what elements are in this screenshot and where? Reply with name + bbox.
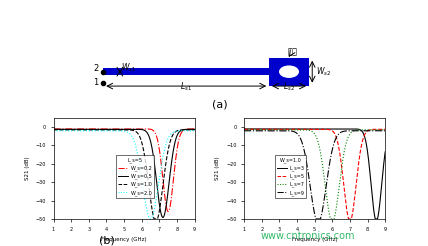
Text: $L_{s2}$: $L_{s2}$ — [283, 81, 295, 93]
Text: (a): (a) — [211, 100, 227, 110]
Text: $W_{s1}$: $W_{s1}$ — [122, 62, 137, 74]
FancyBboxPatch shape — [103, 68, 269, 75]
X-axis label: Frequency (GHz): Frequency (GHz) — [292, 237, 337, 242]
Text: (b): (b) — [99, 235, 115, 246]
X-axis label: Frequency (GHz): Frequency (GHz) — [101, 237, 147, 242]
Legend: L_s=3, L_s=5, L_s=7, L_s=9: L_s=3, L_s=5, L_s=7, L_s=9 — [275, 155, 306, 198]
Legend: W_s=0.2, W_s=0.5, W_s=1.0, W_s=2.0: W_s=0.2, W_s=0.5, W_s=1.0, W_s=2.0 — [116, 155, 154, 198]
FancyBboxPatch shape — [269, 58, 309, 86]
Y-axis label: S21 (dB): S21 (dB) — [25, 157, 30, 180]
Text: 1: 1 — [93, 78, 98, 87]
Text: $W_{s2}$: $W_{s2}$ — [315, 65, 331, 78]
Text: 过孔: 过孔 — [287, 48, 297, 57]
Text: $L_{s1}$: $L_{s1}$ — [180, 81, 192, 93]
Y-axis label: S21 (dB): S21 (dB) — [215, 157, 220, 180]
Circle shape — [280, 66, 298, 77]
Text: 2: 2 — [93, 64, 98, 73]
Text: www.cntronics.com: www.cntronics.com — [261, 231, 355, 241]
